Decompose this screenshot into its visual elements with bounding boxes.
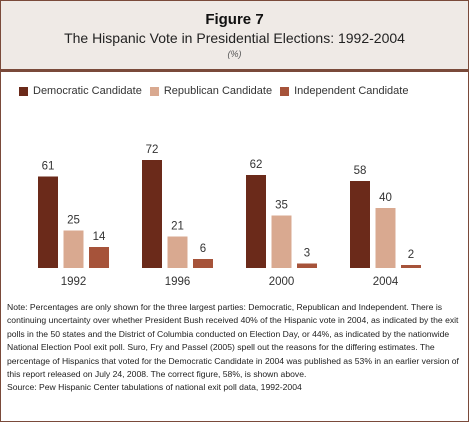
figure-unit: (%) <box>227 49 242 59</box>
bar-1992-0 <box>38 176 58 268</box>
bar-2004-1 <box>375 208 396 268</box>
note-text: Note: Percentages are only shown for the… <box>7 302 459 380</box>
data-label-2004-1: 40 <box>379 192 392 204</box>
legend-item-democratic: Democratic Candidate <box>19 85 142 97</box>
figure-header: Figure 7 The Hispanic Vote in Presidenti… <box>1 1 468 69</box>
data-label-2004-2: 2 <box>408 249 414 261</box>
x-tick-label-2004: 2004 <box>373 276 399 288</box>
legend-swatch-independent <box>280 86 290 96</box>
bar-2004-2 <box>401 265 421 268</box>
source-text: Source: Pew Hispanic Center tabulations … <box>7 382 302 393</box>
data-label-2004-0: 58 <box>354 165 367 177</box>
header-divider <box>1 69 468 72</box>
legend-label-republican: Republican Candidate <box>163 85 273 97</box>
bar-1992-2 <box>89 247 109 268</box>
data-label-1996-2: 6 <box>200 243 206 255</box>
bar-1996-2 <box>193 259 213 268</box>
x-tick-label-2000: 2000 <box>269 276 295 288</box>
data-label-2000-1: 35 <box>275 200 288 212</box>
bar-chart: 61 25 14 1992 72 21 6 1996 62 35 3 2000 58 40 2 2004 <box>38 144 421 288</box>
data-label-1996-0: 72 <box>146 144 159 156</box>
legend-item-independent: Independent Candidate <box>280 85 408 97</box>
figure-notes: Note: Percentages are only shown for the… <box>7 301 463 395</box>
x-tick-label-1996: 1996 <box>165 276 191 288</box>
legend-swatch-republican <box>149 86 159 96</box>
legend-label-independent: Independent Candidate <box>294 85 409 97</box>
data-label-1996-1: 21 <box>171 221 184 233</box>
legend-label-democratic: Democratic Candidate <box>33 85 142 97</box>
figure-number: Figure 7 <box>205 11 264 28</box>
bar-2004-0 <box>350 181 370 268</box>
legend-swatch-democratic <box>19 86 28 96</box>
bar-1992-1 <box>63 230 84 268</box>
figure-title: The Hispanic Vote in Presidential Electi… <box>64 30 405 46</box>
data-label-2000-2: 3 <box>304 248 310 260</box>
bar-2000-2 <box>297 263 317 268</box>
data-label-1992-1: 25 <box>67 215 80 227</box>
bar-2000-0 <box>246 175 266 268</box>
data-label-2000-0: 62 <box>250 159 263 171</box>
legend-item-republican: Republican Candidate <box>149 85 273 97</box>
data-label-1992-2: 14 <box>93 231 106 243</box>
x-tick-label-1992: 1992 <box>61 276 87 288</box>
bar-1996-1 <box>167 236 188 268</box>
bar-1996-0 <box>142 160 162 268</box>
data-label-1992-0: 61 <box>42 161 55 173</box>
bar-2000-1 <box>271 215 292 268</box>
chart-legend: Democratic Candidate Republican Candidat… <box>19 84 416 98</box>
